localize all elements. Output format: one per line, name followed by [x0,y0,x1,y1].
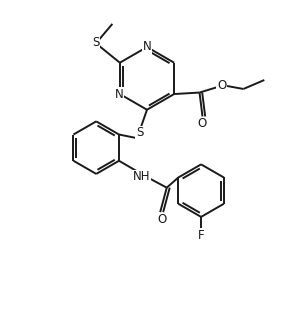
Text: F: F [198,229,204,242]
Text: O: O [157,213,166,226]
Text: S: S [92,36,100,49]
Text: NH: NH [133,170,150,183]
Text: N: N [143,40,151,53]
Text: O: O [217,79,226,92]
Text: N: N [115,88,124,100]
Text: O: O [198,117,207,130]
Text: S: S [136,126,143,139]
